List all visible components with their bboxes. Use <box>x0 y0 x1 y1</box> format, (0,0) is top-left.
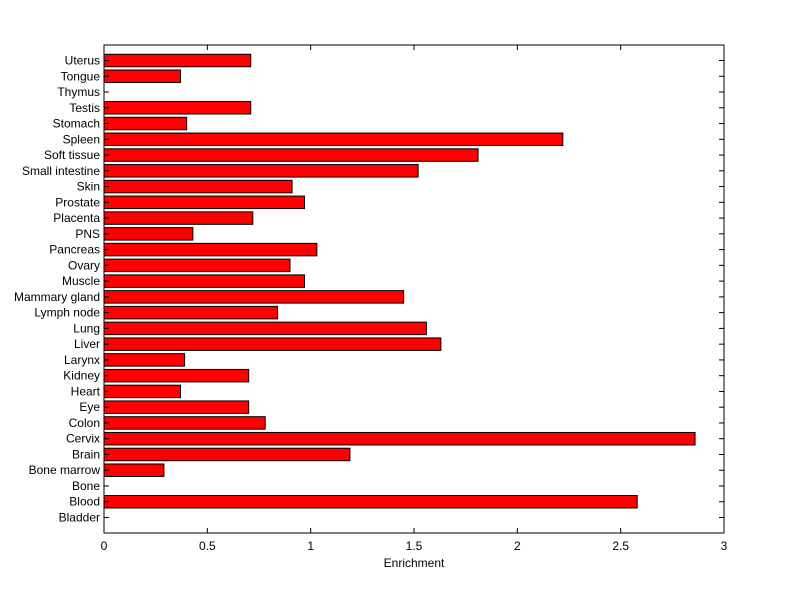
y-tick-label: Liver <box>74 337 100 351</box>
bar-uterus <box>103 53 252 68</box>
plot-frame <box>103 44 725 534</box>
x-tick-label: 1.5 <box>406 539 423 553</box>
bar-kidney <box>103 368 250 383</box>
y-tick-label: Testis <box>69 101 100 115</box>
bar-pancreas <box>103 242 318 257</box>
bar-lymph-node <box>103 305 279 320</box>
bar-liver <box>103 337 442 351</box>
bar-mammary-gland <box>103 290 405 304</box>
x-tick-label: 0.5 <box>199 539 216 553</box>
y-tick-label: Bone marrow <box>29 463 101 477</box>
y-tick-label: Lung <box>73 321 100 335</box>
bar-colon <box>103 416 266 430</box>
y-tick-label: Thymus <box>57 85 100 99</box>
y-tick-label: Spleen <box>63 132 100 146</box>
y-tick-label: Placenta <box>53 211 100 225</box>
bar-heart <box>103 384 181 399</box>
y-tick-label: Stomach <box>53 117 100 131</box>
bar-larynx <box>103 353 186 367</box>
y-tick-marks <box>104 60 724 518</box>
y-tick-label: Mammary gland <box>14 290 100 304</box>
y-tick-label: Tongue <box>61 69 101 83</box>
y-tick-label: Cervix <box>66 432 100 446</box>
y-tick-label: Blood <box>69 495 100 509</box>
y-tick-label: Skin <box>77 180 100 194</box>
y-tick-label: Soft tissue <box>44 148 100 162</box>
y-tick-label: Small intestine <box>22 164 100 178</box>
bar-pns <box>103 227 194 241</box>
bar-tongue <box>103 69 181 84</box>
y-tick-label: Muscle <box>62 274 100 288</box>
bar-testis <box>103 101 252 115</box>
bar-skin <box>103 179 293 194</box>
y-tick-label: Pancreas <box>49 243 100 257</box>
bar-lung <box>103 321 427 336</box>
x-tick-label: 0 <box>101 539 108 553</box>
y-tick-label: Heart <box>71 384 101 398</box>
y-tick-label: Kidney <box>63 369 100 383</box>
x-tick-labels: 0 0.5 1 1.5 2 2.5 3 <box>101 539 728 553</box>
bar-placenta <box>103 211 254 225</box>
y-tick-label: Uterus <box>65 54 100 68</box>
bars-group <box>103 53 696 509</box>
bar-cervix <box>103 431 696 446</box>
y-tick-label: Colon <box>69 416 100 430</box>
bar-small-intestine <box>103 164 419 178</box>
x-axis-label: Enrichment <box>384 556 445 570</box>
y-tick-label: Prostate <box>55 195 100 209</box>
x-tick-label: 1 <box>307 539 314 553</box>
y-tick-label: Ovary <box>68 258 100 272</box>
y-tick-label: Larynx <box>64 353 100 367</box>
y-tick-label: Bone <box>72 479 100 493</box>
bar-soft-tissue <box>103 148 479 162</box>
y-tick-label: Brain <box>72 447 100 461</box>
bar-blood <box>103 494 638 509</box>
y-tick-label: Lymph node <box>34 306 100 320</box>
bar-bone-marrow <box>103 463 165 477</box>
bar-stomach <box>103 116 188 131</box>
y-tick-label: Bladder <box>59 511 100 525</box>
bar-ovary <box>103 258 291 273</box>
bar-prostate <box>103 195 305 210</box>
bar-muscle <box>103 274 305 288</box>
x-tick-label: 2.5 <box>612 539 629 553</box>
y-tick-label: PNS <box>75 227 100 241</box>
x-tick-label: 3 <box>721 539 728 553</box>
x-tick-label: 2 <box>514 539 521 553</box>
bar-spleen <box>103 132 564 147</box>
y-tick-label: Eye <box>79 400 100 414</box>
bar-eye <box>103 400 250 414</box>
bar-brain <box>103 447 351 462</box>
